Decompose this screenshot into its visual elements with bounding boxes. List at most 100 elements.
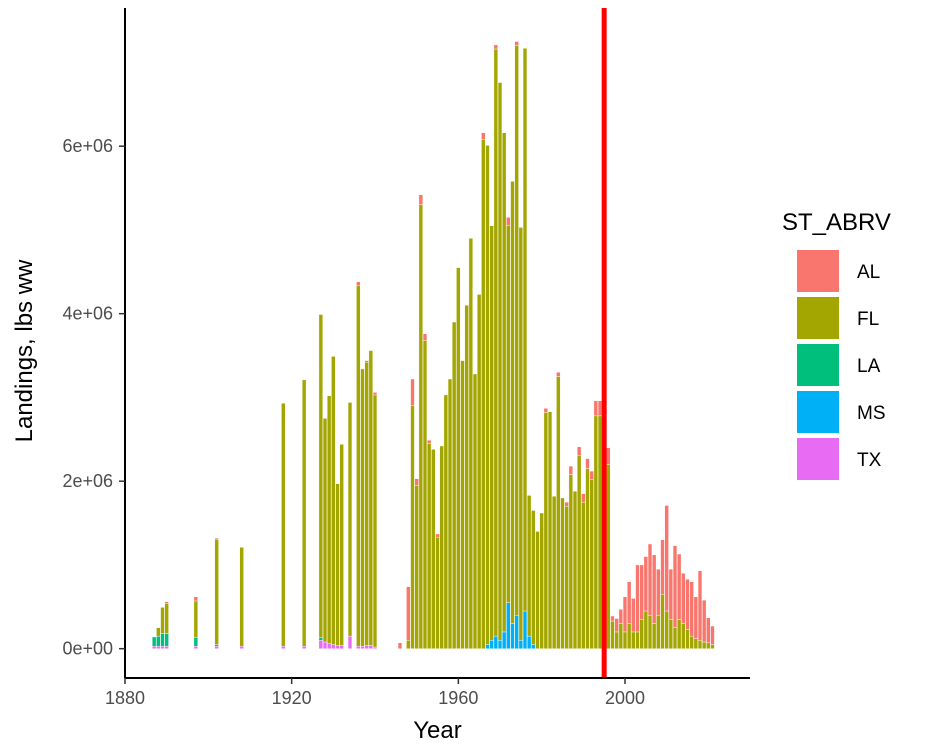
bar-segment-fl-1967 xyxy=(485,145,490,645)
y-tick-label: 0e+00 xyxy=(62,639,113,659)
y-tick-label: 2e+06 xyxy=(62,471,113,491)
bar-segment-al-1984 xyxy=(556,372,561,377)
bar-segment-fl-1927 xyxy=(318,314,323,638)
bar-segment-al-1890 xyxy=(164,601,169,604)
bar-segment-fl-1948 xyxy=(406,640,411,649)
bar-segment-al-1990 xyxy=(581,493,586,503)
bar-segment-tx-1934 xyxy=(347,635,353,649)
bar-segment-fl-2009 xyxy=(660,594,665,649)
bar-segment-al-1936 xyxy=(356,281,361,286)
bar-segment-fl-1973 xyxy=(510,181,515,624)
bar-segment-al-1989 xyxy=(577,446,582,456)
bar-segment-la-1888 xyxy=(156,635,161,647)
bar-segment-fl-2011 xyxy=(668,619,673,649)
bar-segment-fl-2012 xyxy=(672,627,678,649)
bar-segment-fl-2001 xyxy=(627,623,632,649)
bar-segment-fl-2002 xyxy=(631,631,636,649)
bar-segment-fl-1977 xyxy=(527,495,532,637)
bar-segment-fl-1930 xyxy=(331,356,336,645)
bar-segment-tx-1887 xyxy=(152,645,157,649)
bar-segment-la-1890 xyxy=(164,633,169,647)
bar-segment-al-2002 xyxy=(631,598,636,633)
bar-segment-fl-2000 xyxy=(622,631,628,649)
bar-segment-fl-1976 xyxy=(522,48,528,612)
bar-segment-al-2011 xyxy=(668,568,673,620)
bar-segment-fl-2015 xyxy=(685,629,690,649)
bar-segment-al-1972 xyxy=(506,217,511,226)
bar-segment-fl-1960 xyxy=(456,267,461,649)
x-tick-label: 1960 xyxy=(438,688,478,708)
bar-segment-fl-2018 xyxy=(697,640,703,649)
bar-segment-fl-1953 xyxy=(427,443,432,649)
legend-title: ST_ABRV xyxy=(782,209,891,236)
bar-segment-al-1981 xyxy=(543,408,548,413)
bar-segment-ms-1976 xyxy=(522,610,528,649)
bar-segment-al-2021 xyxy=(710,625,715,645)
legend-swatch-tx xyxy=(797,438,839,480)
bar-segment-ms-1970 xyxy=(497,640,503,649)
bar-segment-fl-1999 xyxy=(618,623,623,649)
bar-segment-fl-2006 xyxy=(647,614,653,649)
bar-segment-fl-1937 xyxy=(360,368,365,647)
bar-segment-fl-1955 xyxy=(435,537,440,649)
bar-segment-ms-1973 xyxy=(510,623,515,649)
bar-segment-tx-1929 xyxy=(327,643,332,649)
bar-segment-fl-1994 xyxy=(597,415,603,649)
bar-segment-la-1902 xyxy=(214,644,219,647)
bar-segment-tx-1931 xyxy=(335,645,340,649)
bar-segment-al-1994 xyxy=(597,400,603,417)
bar-segment-fl-1956 xyxy=(439,445,444,649)
bar-segment-fl-1889 xyxy=(160,607,165,634)
bar-segment-ms-1977 xyxy=(527,635,532,649)
bar-segment-al-1966 xyxy=(481,132,486,140)
bar-segment-al-1969 xyxy=(493,44,498,50)
bar-segment-fl-2014 xyxy=(681,623,686,649)
bar-segment-fl-2016 xyxy=(689,635,694,649)
bar-segment-fl-1966 xyxy=(481,139,486,649)
bar-segment-al-2004 xyxy=(639,564,644,620)
bar-segment-fl-1968 xyxy=(489,225,494,641)
legend-label-fl: FL xyxy=(857,309,879,330)
bar-segment-tx-1930 xyxy=(331,644,336,649)
bar-segment-al-2015 xyxy=(685,578,690,630)
bar-segment-tx-1940 xyxy=(372,646,378,649)
bar-segment-al-2006 xyxy=(647,543,653,616)
bar-segment-fl-1949 xyxy=(410,405,415,649)
bar-segment-al-2001 xyxy=(627,581,632,624)
bar-segment-fl-1991 xyxy=(585,468,590,649)
bar-segment-al-1992 xyxy=(589,470,594,480)
bar-segment-fl-2017 xyxy=(693,638,698,649)
bar-segment-fl-1983 xyxy=(552,496,557,649)
bar-segment-al-1950 xyxy=(414,478,419,486)
bar-segment-al-1952 xyxy=(422,333,428,341)
bar-segment-fl-1980 xyxy=(539,512,544,649)
y-axis-title: Landings, lbs ww xyxy=(11,259,38,442)
bar-segment-al-1974 xyxy=(514,41,519,46)
bar-segment-al-1986 xyxy=(564,501,569,507)
bar-segment-al-1940 xyxy=(372,392,378,396)
bar-segment-fl-1970 xyxy=(497,82,503,641)
bar-segment-tx-1888 xyxy=(156,645,161,649)
bar-segment-fl-1952 xyxy=(422,340,428,649)
bar-segment-fl-1965 xyxy=(477,294,482,649)
bar-segment-ms-1978 xyxy=(531,644,536,649)
legend-swatch-al xyxy=(797,250,839,292)
bar-segment-fl-1939 xyxy=(368,350,373,646)
bar-segment-fl-1993 xyxy=(593,415,598,649)
bar-segment-fl-1997 xyxy=(610,620,615,649)
bar-segment-fl-1961 xyxy=(460,360,465,649)
bar-segment-fl-1957 xyxy=(443,394,448,649)
bar-segment-fl-1971 xyxy=(502,132,507,633)
bar-segment-tx-1902 xyxy=(214,645,219,649)
bar-segment-al-1998 xyxy=(614,618,619,633)
bar-segment-al-2013 xyxy=(677,553,682,620)
bar-segment-fl-1989 xyxy=(577,455,582,649)
bar-segment-al-1948 xyxy=(406,586,411,641)
bar-segment-fl-1979 xyxy=(535,531,540,649)
bar-segment-al-2014 xyxy=(681,573,686,624)
bar-segment-tx-1890 xyxy=(164,645,169,649)
bar-segment-fl-2008 xyxy=(656,614,661,649)
bar-segment-fl-1902 xyxy=(214,539,219,645)
bar-segment-al-2012 xyxy=(672,545,678,628)
bar-segment-ms-1971 xyxy=(502,631,507,649)
